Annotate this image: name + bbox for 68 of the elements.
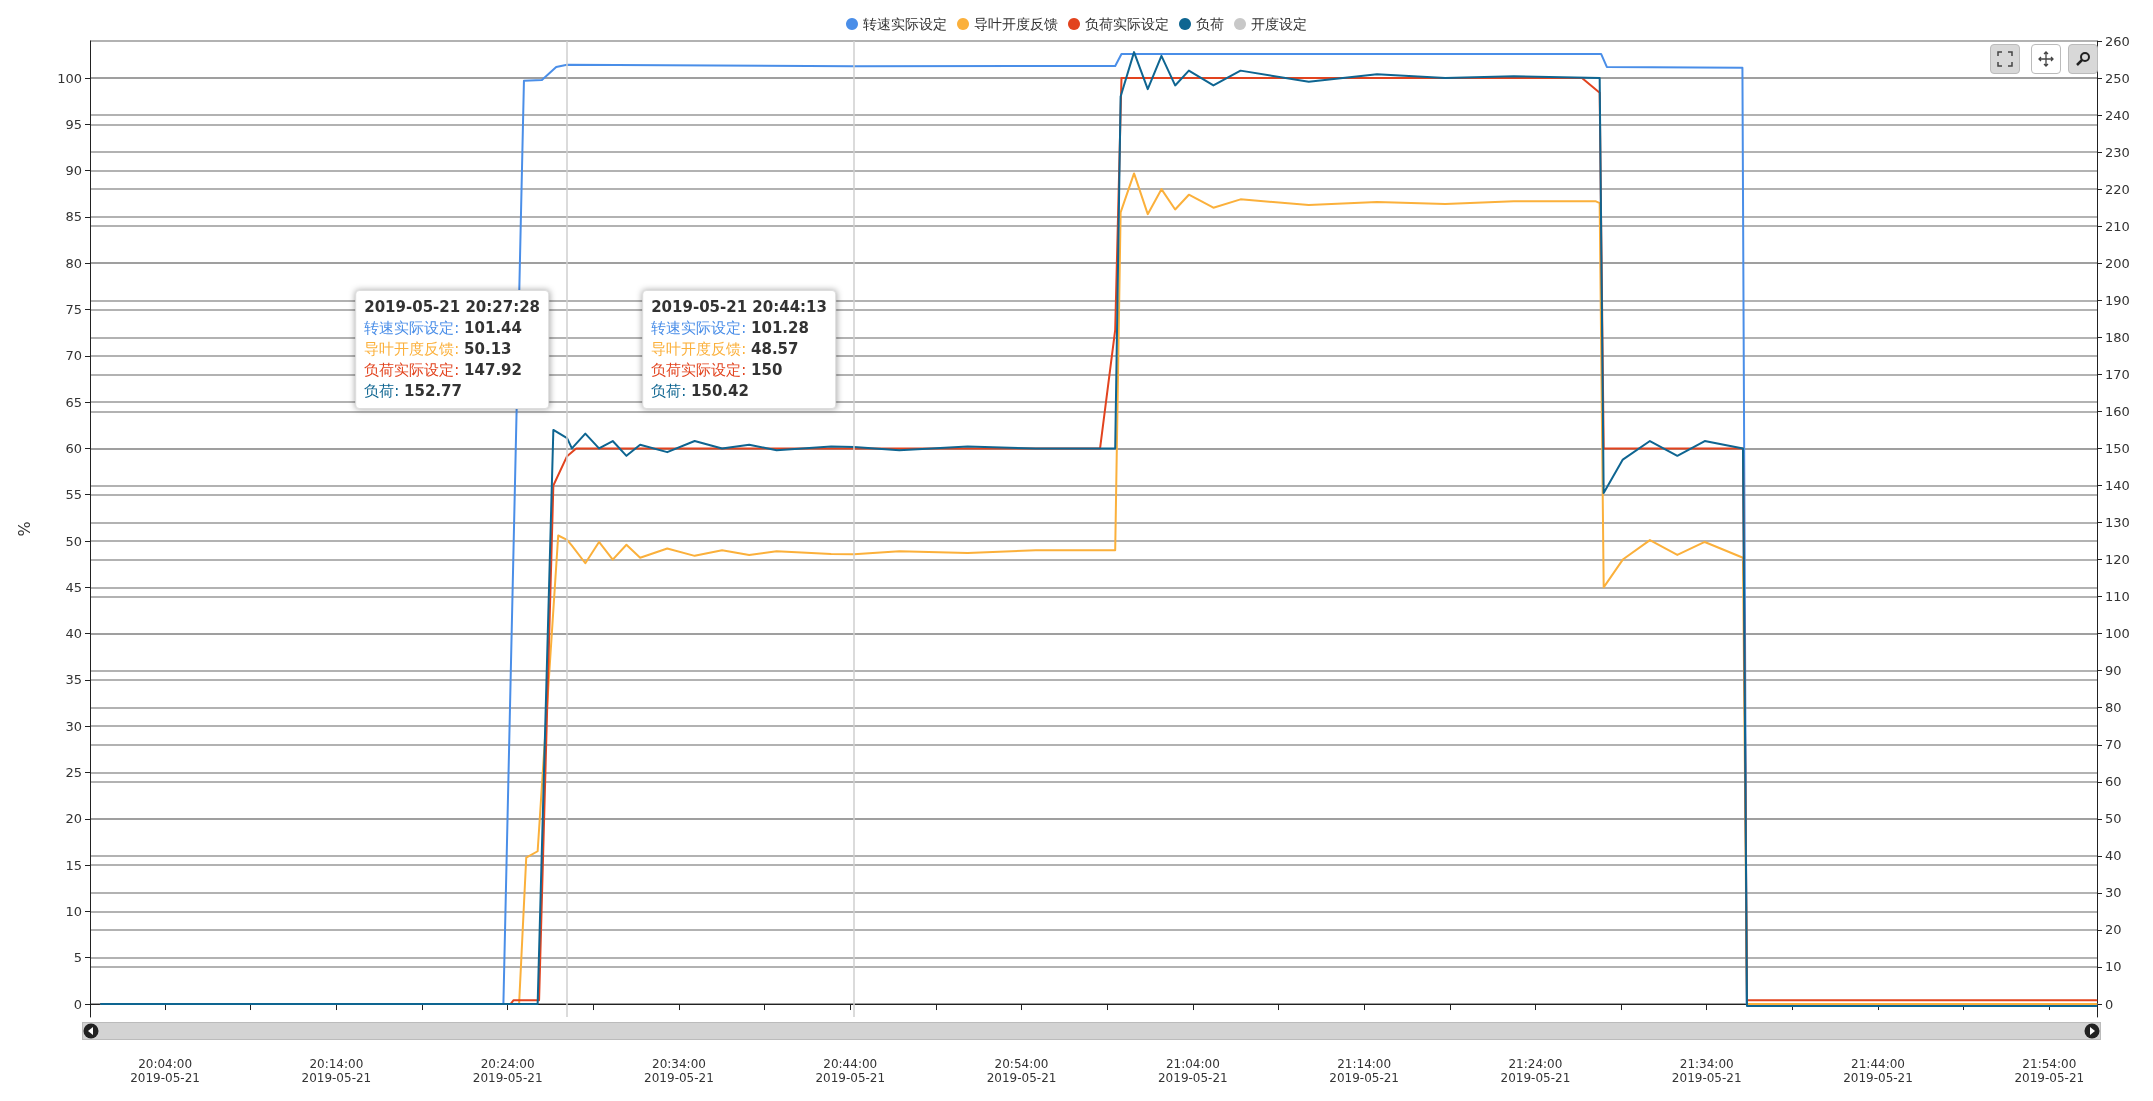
y2-tick-label: 260	[2105, 33, 2130, 49]
y-tick-label: 35	[65, 672, 82, 688]
y-tick-label: 40	[65, 626, 82, 642]
y2-tick-label: 190	[2105, 292, 2130, 308]
legend-label: 负荷实际设定	[1085, 16, 1169, 32]
y-tick-label: 60	[65, 440, 82, 456]
y-tick-label: 45	[65, 579, 82, 595]
y2-tick-label: 110	[2105, 589, 2130, 605]
y2-tick-label: 130	[2105, 515, 2130, 531]
y2-tick-label: 170	[2105, 366, 2130, 382]
y-tick-label: 70	[65, 348, 82, 364]
y-tick-label: 0	[73, 996, 82, 1012]
y2-tick-label: 220	[2105, 181, 2130, 197]
y2-tick-label: 60	[2105, 774, 2122, 790]
y2-tick-label: 50	[2105, 811, 2122, 827]
y2-tick-label: 30	[2105, 885, 2122, 901]
y2-tick-label: 70	[2105, 737, 2122, 753]
y-tick-label: 75	[65, 302, 82, 318]
y-tick-label: 95	[65, 116, 82, 132]
x-tick-label: 20:34:00 2019-05-21	[644, 1057, 714, 1085]
legend-label: 负荷	[1196, 16, 1224, 32]
y-tick-label: 5	[73, 950, 82, 966]
y-tick-label: 50	[65, 533, 82, 549]
y2-tick-label: 210	[2105, 218, 2130, 234]
text: 2019-05-21 20:27:28 转速实际设定: 101.44 导叶开度反馈: 50.13 负荷实际设定: 147.92 负荷: 152.77	[364, 298, 541, 400]
y-tick-label: 55	[65, 487, 82, 503]
y-axis-title: %	[14, 521, 34, 537]
y2-tick-label: 200	[2105, 255, 2130, 271]
y-tick-label: 30	[65, 718, 82, 734]
legend-label: 转速实际设定	[863, 16, 947, 32]
y2-tick-label: 250	[2105, 70, 2130, 86]
y2-tick-label: 80	[2105, 700, 2122, 716]
text: 2019-05-21 20:44:13 转速实际设定: 101.28 导叶开度反馈: 48.57 负荷实际设定: 150 负荷: 150.42	[651, 298, 827, 400]
y-tick-label: 25	[65, 765, 82, 781]
y2-tick-label: 240	[2105, 107, 2130, 123]
y2-tick-label: 120	[2105, 552, 2130, 568]
y-tick-label: 20	[65, 811, 82, 827]
y2-tick-label: 150	[2105, 440, 2130, 456]
y2-tick-label: 20	[2105, 922, 2122, 938]
y2-tick-label: 90	[2105, 663, 2122, 679]
y-tick-label: 15	[65, 857, 82, 873]
y2-tick-label: 230	[2105, 144, 2130, 160]
y2-tick-label: 180	[2105, 329, 2130, 345]
x-tick-label: 21:04:00 2019-05-21	[1157, 1057, 1228, 1085]
y-tick-label: 65	[65, 394, 82, 410]
x-tick-label: 21:34:00 2019-05-21	[1671, 1057, 1742, 1085]
x-tick-label: 20:44:00 2019-05-21	[815, 1057, 886, 1085]
x-tick-label: 20:14:00 2019-05-21	[301, 1057, 372, 1085]
x-tick-label: 20:24:00 2019-05-21	[472, 1057, 543, 1085]
legend-label: 开度设定	[1251, 16, 1307, 32]
x-tick-label: 21:14:00 2019-05-21	[1329, 1057, 1400, 1085]
x-tick-label: 20:54:00 2019-05-21	[986, 1057, 1057, 1085]
y2-tick-label: 10	[2105, 959, 2122, 975]
x-tick-label: 21:44:00 2019-05-21	[1843, 1057, 1913, 1085]
y2-tick-label: 0	[2105, 996, 2114, 1012]
y-tick-label: 85	[65, 209, 82, 225]
y2-tick-label: 140	[2105, 477, 2130, 493]
y2-tick-label: 100	[2105, 626, 2130, 642]
y-tick-label: 10	[65, 903, 82, 919]
y-tick-label: 80	[65, 255, 82, 271]
legend-label: 导叶开度反馈	[974, 16, 1058, 32]
x-tick-label: 21:54:00 2019-05-21	[2014, 1057, 2085, 1085]
x-tick-label: 21:24:00 2019-05-21	[1500, 1057, 1571, 1085]
y2-tick-label: 160	[2105, 403, 2130, 419]
y2-tick-label: 40	[2105, 848, 2122, 864]
y-tick-label: 100	[57, 70, 82, 86]
x-tick-label: 20:04:00 2019-05-21	[130, 1057, 200, 1085]
y-tick-label: 90	[65, 163, 82, 179]
